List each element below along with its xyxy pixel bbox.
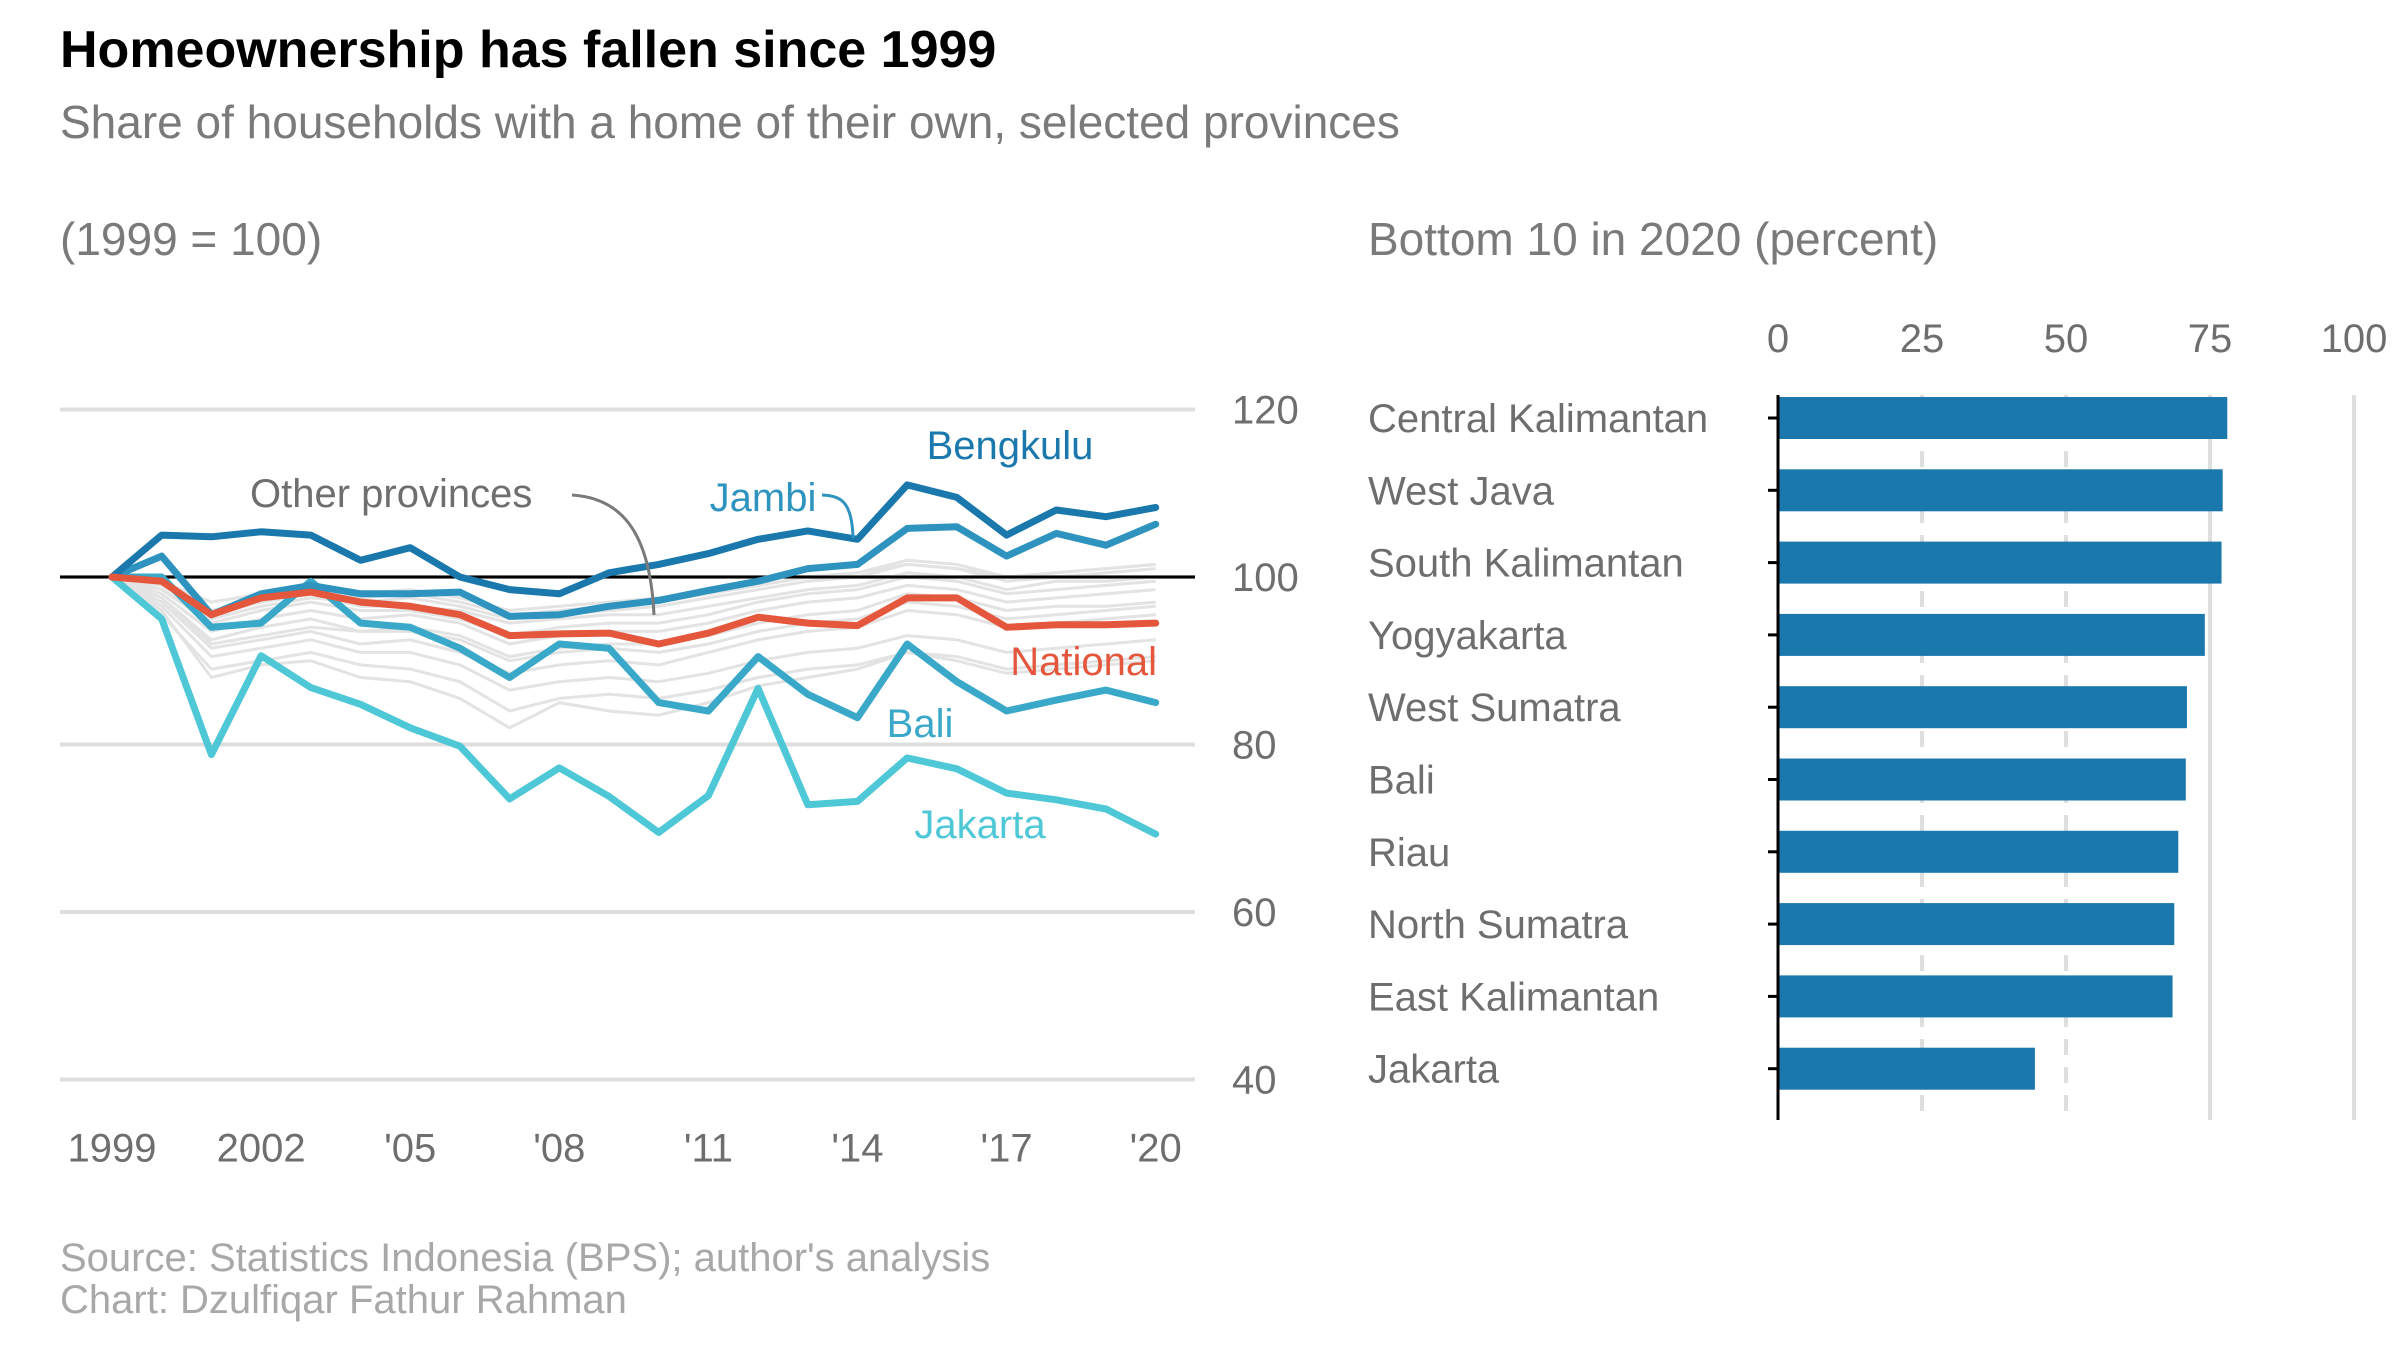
- other-provinces-annotation: Other provinces: [250, 472, 532, 516]
- x-tick-label: '05: [384, 1127, 436, 1171]
- bar-category-label: West Java: [1368, 469, 1555, 513]
- series-line-bengkulu: [108, 481, 1160, 598]
- bar: [1778, 1047, 2035, 1090]
- x-tick-label: '17: [981, 1127, 1033, 1171]
- other-province-line: [111, 575, 1156, 713]
- bar-category-label: Yogyakarta: [1368, 614, 1567, 658]
- x-tick-label: 1999: [68, 1127, 157, 1171]
- y-tick-label: 100: [1232, 556, 1299, 600]
- bar: [1778, 613, 2205, 656]
- x-tick-label: 2002: [217, 1127, 306, 1171]
- x-tick-label: '20: [1130, 1127, 1182, 1171]
- bar: [1778, 397, 2228, 439]
- bar-category-label: Riau: [1368, 831, 1450, 875]
- y-tick-label: 40: [1232, 1059, 1277, 1103]
- other-provinces-annotation-leader: [571, 493, 656, 616]
- series-line-national: [108, 573, 1160, 648]
- jambi-label-leader: [821, 493, 855, 539]
- series-label-jambi: Jambi: [710, 476, 817, 520]
- y-tick-label: 60: [1232, 891, 1277, 935]
- bar-category-label: East Kalimantan: [1368, 975, 1659, 1019]
- other-province-line: [111, 575, 1156, 646]
- x-tick-label: 75: [2188, 317, 2233, 361]
- bar: [1778, 686, 2187, 729]
- series-label-jakarta: Jakarta: [914, 803, 1046, 847]
- chart-subtitle: Share of households with a home of their…: [60, 96, 1400, 148]
- bar-category-label: Jakarta: [1368, 1048, 1500, 1092]
- series-line-jambi: [108, 520, 1160, 620]
- other-province-line: [111, 575, 1156, 659]
- bar: [1778, 903, 2175, 946]
- series-label-national: National: [1010, 640, 1157, 684]
- bar-category-label: Bali: [1368, 759, 1435, 803]
- bar-chart: 0 25 50 75 100 Central Kalimantan West Java So…: [1368, 317, 2388, 1120]
- x-tick-label: '14: [831, 1127, 883, 1171]
- x-tick-label: 25: [1900, 317, 1945, 361]
- bar-category-label: North Sumatra: [1368, 903, 1629, 947]
- x-tick-label: 0: [1767, 317, 1789, 361]
- bar: [1778, 830, 2179, 873]
- bar: [1778, 975, 2173, 1018]
- x-tick-label: '11: [684, 1127, 733, 1171]
- series-line-jakarta: [108, 573, 1160, 838]
- bar-category-label: West Sumatra: [1368, 686, 1621, 730]
- source-note: Source: Statistics Indonesia (BPS); auth…: [60, 1236, 991, 1280]
- bar: [1778, 469, 2223, 512]
- x-tick-label: '08: [533, 1127, 585, 1171]
- other-province-line: [111, 575, 1156, 730]
- bar-category-label: Central Kalimantan: [1368, 397, 1708, 441]
- bar-category-label: South Kalimantan: [1368, 542, 1684, 586]
- series-label-bali: Bali: [887, 702, 954, 746]
- y-tick-label: 120: [1232, 389, 1299, 433]
- bar-chart-caption: Bottom 10 in 2020 (percent): [1368, 213, 1939, 265]
- series-label-bengkulu: Bengkulu: [927, 424, 1094, 468]
- x-tick-label: 100: [2321, 317, 2388, 361]
- y-tick-label: 80: [1232, 724, 1277, 768]
- series-line-bali: [108, 573, 1160, 722]
- other-province-line: [111, 575, 1156, 675]
- bar: [1778, 541, 2222, 584]
- line-chart-caption: (1999 = 100): [60, 213, 323, 265]
- bar: [1778, 758, 2186, 801]
- chart-title: Homeownership has fallen since 1999: [60, 21, 997, 79]
- credit-note: Chart: Dzulfiqar Fathur Rahman: [60, 1278, 627, 1322]
- x-tick-label: 50: [2044, 317, 2089, 361]
